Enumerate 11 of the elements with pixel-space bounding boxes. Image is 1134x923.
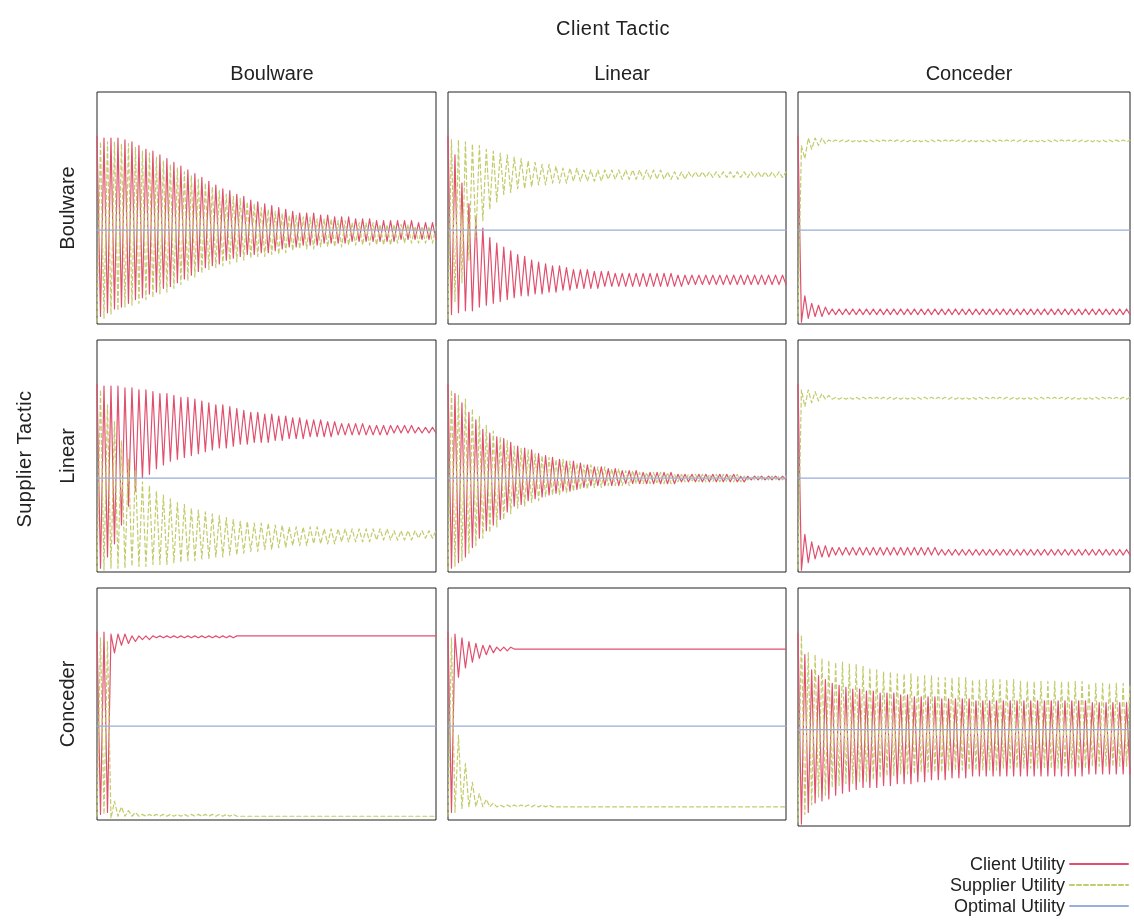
- legend-label: Client Utility: [969, 854, 1065, 874]
- legend-label: Supplier Utility: [949, 875, 1065, 895]
- y-axis-title: Linear: [56, 427, 78, 484]
- text: Client Tactic: [556, 16, 670, 40]
- legend-label: Optimal Utility: [953, 896, 1065, 916]
- text: Supplier Tactic: [12, 390, 36, 528]
- chart-title: Conceder: [925, 62, 1013, 84]
- chart-title: Boulware: [230, 62, 314, 84]
- y-axis-title: Conceder: [56, 660, 78, 748]
- y-axis-title: Boulware: [56, 166, 78, 250]
- chart-title: Linear: [594, 62, 651, 84]
